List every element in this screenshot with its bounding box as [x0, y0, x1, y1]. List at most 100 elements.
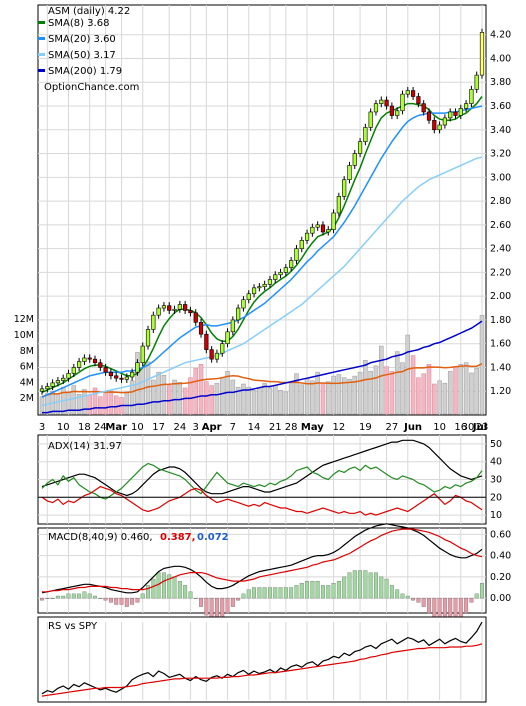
price-tick-label: 4.00: [490, 53, 511, 64]
volume-bar: [288, 382, 294, 415]
candle-body: [198, 322, 204, 335]
date-tick-label: Mar: [105, 422, 127, 433]
price-grid: [38, 5, 486, 415]
volume-bar: [352, 375, 358, 415]
price-tick-label: 3.20: [490, 149, 511, 160]
date-tick-label: 12: [333, 422, 346, 433]
tick-label: 30: [490, 475, 502, 486]
macd-histogram-bar: [230, 597, 235, 607]
candle-body: [124, 376, 129, 380]
date-tick-label: 24: [173, 422, 186, 433]
volume-bar: [140, 367, 145, 415]
candle-body: [98, 362, 103, 368]
candle-body: [357, 141, 363, 154]
macd-histogram-bar: [384, 578, 389, 599]
candle-body: [257, 286, 262, 289]
volume-bar: [453, 366, 458, 415]
volume-bar: [389, 371, 395, 415]
macd-histogram-bar: [321, 585, 325, 599]
candle-body: [426, 111, 432, 121]
volume-bar: [447, 371, 453, 415]
legend-sma200: SMA(200) 1.79: [48, 66, 122, 77]
macd-histogram-bar: [161, 572, 166, 599]
volume-bars: [39, 315, 485, 415]
candle-body: [331, 212, 336, 230]
candle-body: [92, 358, 98, 364]
volume-bar: [193, 367, 198, 415]
tick-label: 0.00: [490, 593, 511, 604]
volume-bar: [87, 394, 92, 415]
candle-body: [161, 305, 167, 309]
tick-label: 10: [490, 510, 502, 521]
macd-histogram-bar: [411, 597, 416, 601]
candle-body: [410, 90, 416, 97]
candle-body: [246, 293, 251, 301]
candle-body: [119, 377, 124, 380]
candle-body: [363, 127, 368, 142]
candle-body: [448, 111, 453, 119]
date-tick-label: 3: [193, 422, 199, 433]
volume-bar: [124, 391, 130, 415]
candle-body: [352, 153, 357, 166]
candle-body: [400, 93, 405, 112]
volume-bar: [198, 363, 204, 415]
volume-bar: [182, 387, 188, 415]
indicator-line: [42, 528, 483, 593]
volume-bar: [320, 382, 326, 415]
candle-body: [241, 299, 246, 309]
candle-body: [172, 308, 177, 311]
macd-histogram-bar: [124, 597, 129, 607]
candle-body: [262, 283, 267, 287]
candle-body: [45, 386, 50, 390]
candle-body: [220, 343, 225, 354]
volume-bar: [299, 384, 305, 415]
indicator-line: [41, 643, 483, 697]
price-tick-label: 3.00: [490, 172, 511, 183]
volume-bar: [458, 363, 464, 415]
rs-grid: [46, 622, 483, 700]
macd-histogram-bar: [389, 585, 394, 599]
volume-bar: [363, 360, 368, 415]
indicator-line: [41, 485, 483, 516]
volume-bar: [103, 393, 108, 415]
candle-body: [432, 119, 437, 131]
macd-histogram-bar: [98, 597, 103, 599]
price-tick-label: 3.80: [490, 77, 511, 88]
legend-sma50: SMA(50) 3.17: [48, 50, 116, 61]
macd-histogram-bar: [395, 589, 400, 599]
date-tick-label: 17: [152, 422, 165, 433]
price-tick-label: 2.00: [490, 291, 511, 302]
date-tick-label: 16: [454, 422, 467, 433]
volume-bar: [108, 390, 114, 415]
chart-title: ASM (daily) 4.22: [48, 6, 130, 17]
volume-bar: [172, 379, 177, 415]
candle-body: [289, 260, 294, 268]
volume-average-line: [41, 363, 483, 398]
volume-bar: [283, 391, 289, 415]
macd-histogram-bar: [61, 595, 66, 599]
macd-histogram-bar: [87, 593, 92, 599]
volume-bar: [394, 351, 400, 415]
date-tick-label: 10: [131, 422, 144, 433]
volume-bar: [262, 382, 267, 415]
tick-label: 50: [490, 439, 502, 450]
date-tick-label: 18: [78, 422, 91, 433]
macd-histogram-bar: [331, 583, 336, 599]
candle-body: [278, 272, 283, 276]
price-tick-label: 1.60: [490, 339, 511, 350]
macd-histogram-bar: [246, 589, 251, 599]
candle-body: [156, 307, 161, 316]
candle-body: [87, 357, 92, 360]
macd-histogram-bar: [342, 576, 347, 599]
volume-bar: [188, 377, 193, 415]
macd-histogram-bar: [45, 597, 50, 599]
volume-bar: [357, 371, 363, 415]
date-tick-label: 30: [462, 422, 475, 433]
volume-bar: [71, 385, 77, 415]
volume-bar: [400, 362, 405, 415]
volume-bar: [98, 396, 103, 415]
volume-bar: [267, 387, 273, 415]
candle-body: [294, 248, 299, 261]
volume-bar: [379, 345, 384, 415]
